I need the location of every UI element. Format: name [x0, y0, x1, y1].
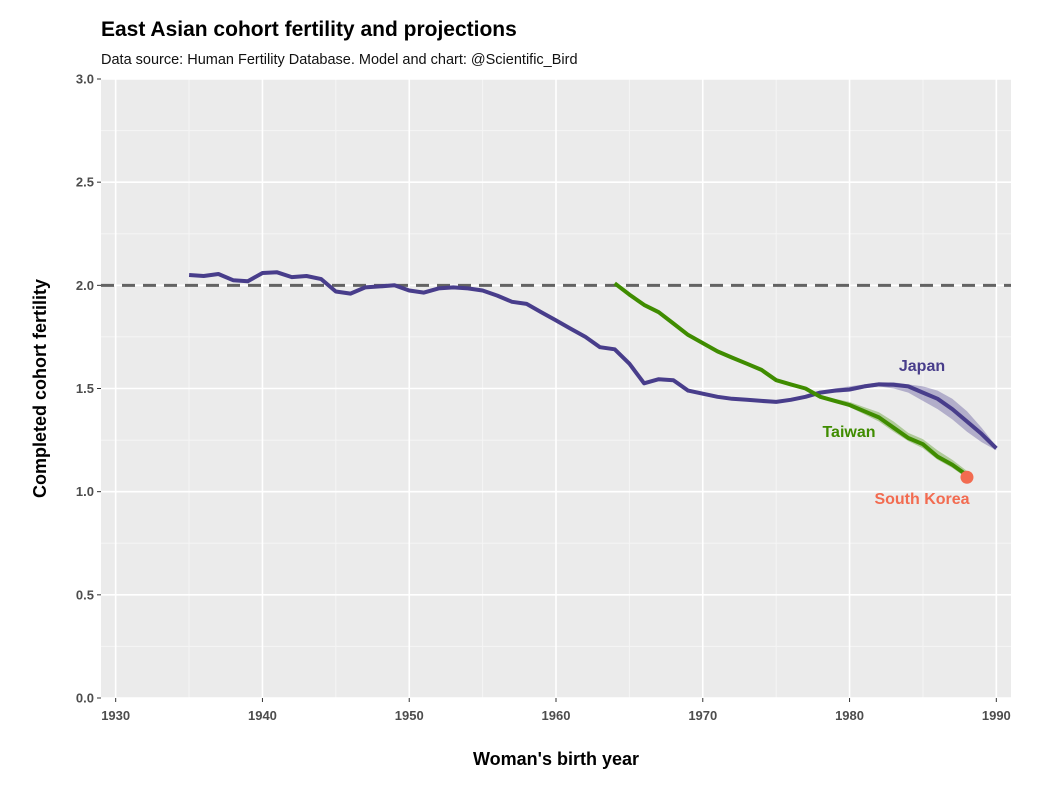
y-tick-label: 0.0 — [76, 691, 94, 706]
series-label-japan: Japan — [899, 358, 945, 375]
x-axis-title: Woman's birth year — [473, 749, 639, 769]
x-tick-label: 1990 — [982, 708, 1011, 723]
y-tick-label: 0.5 — [76, 587, 94, 602]
series-line-japan — [188, 270, 998, 450]
x-tick-label: 1930 — [101, 708, 130, 723]
y-tick-label: 2.5 — [76, 175, 94, 190]
series-points — [960, 470, 974, 484]
x-tick-label: 1970 — [688, 708, 717, 723]
series-point-south-korea — [960, 470, 974, 484]
x-tick-label: 1950 — [395, 708, 424, 723]
series-line-taiwan — [613, 281, 969, 477]
chart-subtitle: Data source: Human Fertility Database. M… — [101, 52, 578, 68]
y-tick-labels: 0.0 0.5 1.0 1.5 2.0 2.5 3.0 — [76, 72, 94, 706]
y-axis-title: Completed cohort fertility — [30, 279, 50, 498]
x-tick-label: 1960 — [542, 708, 571, 723]
series-label-south-korea: South Korea — [874, 491, 969, 508]
chart-title: East Asian cohort fertility and projecti… — [101, 18, 517, 41]
x-tick-label: 1980 — [835, 708, 864, 723]
x-tick-label: 1940 — [248, 708, 277, 723]
y-tick-label: 2.0 — [76, 278, 94, 293]
x-tick-labels: 1930 1940 1950 1960 1970 1980 1990 — [101, 708, 1011, 723]
series-lines — [188, 270, 998, 477]
y-tick-label: 3.0 — [76, 72, 94, 87]
y-tick-label: 1.5 — [76, 381, 94, 396]
axis-ticks — [97, 78, 997, 702]
y-tick-label: 1.0 — [76, 484, 94, 499]
series-label-taiwan: Taiwan — [822, 424, 875, 441]
